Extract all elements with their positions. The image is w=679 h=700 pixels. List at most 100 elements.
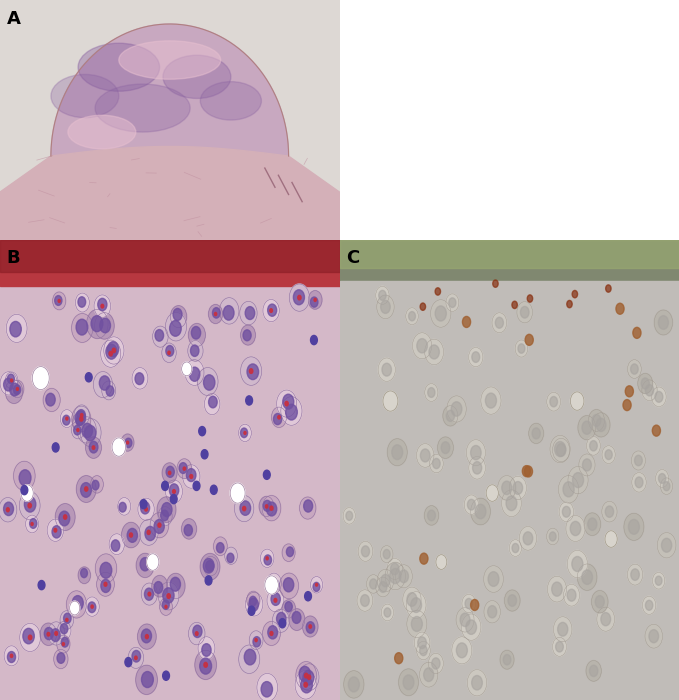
Circle shape: [62, 643, 65, 645]
Circle shape: [21, 486, 28, 495]
Circle shape: [592, 414, 601, 426]
Circle shape: [152, 575, 168, 597]
Circle shape: [287, 547, 293, 556]
Circle shape: [162, 600, 169, 610]
Circle shape: [77, 476, 96, 503]
Circle shape: [61, 637, 69, 647]
Circle shape: [310, 577, 323, 593]
Circle shape: [11, 380, 24, 398]
Circle shape: [38, 580, 45, 589]
Ellipse shape: [68, 116, 136, 149]
Circle shape: [55, 631, 58, 636]
Circle shape: [94, 313, 114, 339]
Circle shape: [624, 513, 644, 540]
Circle shape: [264, 555, 272, 565]
Circle shape: [30, 519, 37, 528]
Circle shape: [653, 425, 661, 436]
Circle shape: [414, 632, 430, 653]
Circle shape: [627, 360, 641, 379]
Circle shape: [265, 576, 278, 594]
Circle shape: [420, 662, 438, 687]
Circle shape: [130, 533, 132, 537]
Circle shape: [76, 416, 83, 426]
Circle shape: [238, 424, 251, 442]
Circle shape: [381, 300, 390, 314]
Circle shape: [508, 595, 517, 606]
Circle shape: [179, 463, 187, 473]
Bar: [0, 240, 340, 272]
Circle shape: [259, 496, 274, 517]
Circle shape: [428, 388, 435, 398]
Circle shape: [432, 658, 440, 669]
Circle shape: [627, 564, 643, 585]
Circle shape: [296, 662, 316, 690]
Text: A: A: [7, 10, 20, 27]
Circle shape: [225, 547, 238, 564]
Circle shape: [166, 346, 174, 356]
Circle shape: [170, 494, 177, 504]
Circle shape: [185, 360, 204, 386]
Circle shape: [219, 298, 239, 324]
Circle shape: [513, 482, 523, 494]
Circle shape: [59, 511, 70, 526]
Circle shape: [73, 414, 85, 430]
Circle shape: [281, 397, 302, 426]
Circle shape: [383, 550, 390, 559]
Circle shape: [387, 559, 403, 580]
Circle shape: [213, 537, 227, 556]
Circle shape: [268, 304, 276, 316]
Circle shape: [595, 596, 604, 608]
Circle shape: [122, 522, 141, 547]
Circle shape: [452, 402, 462, 416]
Circle shape: [10, 321, 21, 337]
Circle shape: [285, 602, 292, 612]
Circle shape: [289, 284, 310, 312]
Circle shape: [125, 657, 132, 666]
Circle shape: [244, 431, 246, 435]
Circle shape: [425, 384, 438, 401]
Circle shape: [132, 650, 141, 662]
Circle shape: [170, 321, 181, 336]
Circle shape: [53, 292, 66, 310]
Circle shape: [412, 332, 432, 359]
Circle shape: [567, 589, 576, 601]
Circle shape: [19, 491, 40, 519]
Circle shape: [104, 337, 124, 364]
Circle shape: [274, 598, 277, 602]
Circle shape: [380, 545, 393, 563]
Circle shape: [403, 587, 421, 612]
Circle shape: [10, 383, 19, 396]
Circle shape: [249, 596, 257, 606]
Circle shape: [512, 543, 519, 552]
Circle shape: [263, 500, 272, 512]
Circle shape: [406, 308, 418, 325]
Ellipse shape: [51, 74, 119, 118]
Circle shape: [81, 568, 88, 578]
Circle shape: [589, 440, 598, 451]
Circle shape: [550, 435, 570, 463]
Circle shape: [276, 390, 297, 417]
Circle shape: [467, 499, 475, 510]
Circle shape: [78, 297, 86, 307]
Circle shape: [52, 526, 61, 538]
Circle shape: [162, 343, 177, 363]
Circle shape: [642, 596, 656, 615]
Circle shape: [406, 592, 426, 619]
Circle shape: [486, 485, 498, 501]
Circle shape: [588, 518, 597, 531]
Circle shape: [502, 490, 521, 517]
Circle shape: [606, 285, 611, 292]
Circle shape: [589, 410, 604, 431]
Circle shape: [270, 506, 273, 510]
Circle shape: [293, 290, 304, 304]
Circle shape: [605, 531, 617, 547]
Circle shape: [382, 363, 392, 376]
Circle shape: [240, 357, 261, 386]
Circle shape: [282, 544, 295, 561]
Circle shape: [154, 519, 164, 533]
Circle shape: [381, 575, 390, 587]
Circle shape: [19, 470, 31, 486]
Circle shape: [172, 489, 175, 493]
Circle shape: [509, 476, 526, 500]
Circle shape: [456, 643, 467, 658]
